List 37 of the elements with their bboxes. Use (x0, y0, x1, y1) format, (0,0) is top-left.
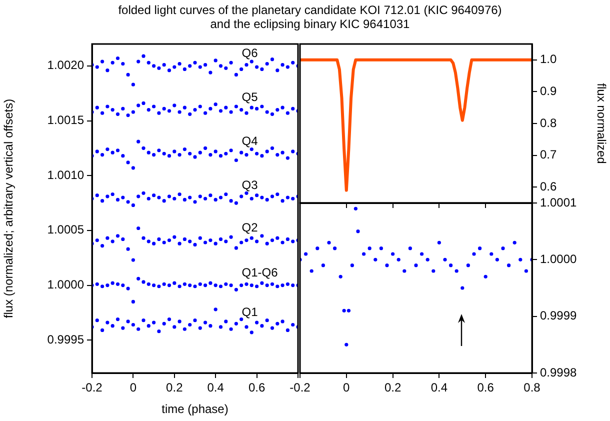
y-tick-label: 1.0005 (47, 222, 84, 237)
y-tick-label: 0.9999 (540, 308, 578, 323)
x-tick-label: -0.2 (82, 380, 103, 395)
x-tick-label: 0.6 (477, 380, 494, 395)
series-label: Q6 (242, 46, 258, 60)
y-tick-label: 1.0001 (540, 195, 578, 210)
y-axis-title: flux (normalized; arbitrary vertical offsets) (2, 98, 16, 318)
series-label: Q3 (242, 178, 258, 192)
chart-title: folded light curves of the planetary candidate KOI 712.01 (KIC 9640976) and the eclipsing binary KIC 9641031 (117, 3, 503, 31)
x-tick-label: 0 (343, 380, 350, 395)
series-label: Q5 (242, 90, 258, 104)
x-axis-title: time (phase) (162, 402, 228, 416)
series-label: Q2 (242, 220, 258, 235)
y-tick-label: 1.0015 (47, 113, 84, 128)
x-tick-label: 0.4 (207, 380, 224, 395)
y-tick-label: 1.0000 (540, 252, 578, 266)
y-tick-label: 0.9995 (47, 332, 84, 346)
y-tick-label: 1.0010 (47, 168, 84, 182)
y-tick-label: 1.0000 (47, 278, 84, 292)
series-label: Q1 (242, 305, 258, 320)
x-tick-label: -0.2 (290, 380, 311, 395)
y-tick-label: 0.6 (540, 179, 558, 194)
x-tick-label: 0.4 (430, 380, 448, 395)
series-label: Q4 (242, 134, 258, 148)
y-axis-title: flux normalized (594, 83, 608, 164)
y-tick-label: 0.9 (540, 84, 558, 98)
series-label: Q1-Q6 (242, 266, 278, 280)
y-tick-label: 0.7 (540, 148, 558, 162)
y-tick-label: 0.8 (540, 116, 558, 130)
x-tick-label: 0.6 (248, 380, 266, 395)
y-tick-label: 0.9998 (540, 365, 578, 380)
x-tick-label: 0.2 (384, 380, 402, 395)
x-tick-label: 0.8 (524, 380, 541, 395)
x-tick-label: 0.2 (166, 380, 184, 395)
x-tick-label: 0 (130, 380, 137, 395)
y-tick-label: 1.0 (540, 52, 558, 66)
y-tick-label: 1.0020 (47, 58, 84, 72)
